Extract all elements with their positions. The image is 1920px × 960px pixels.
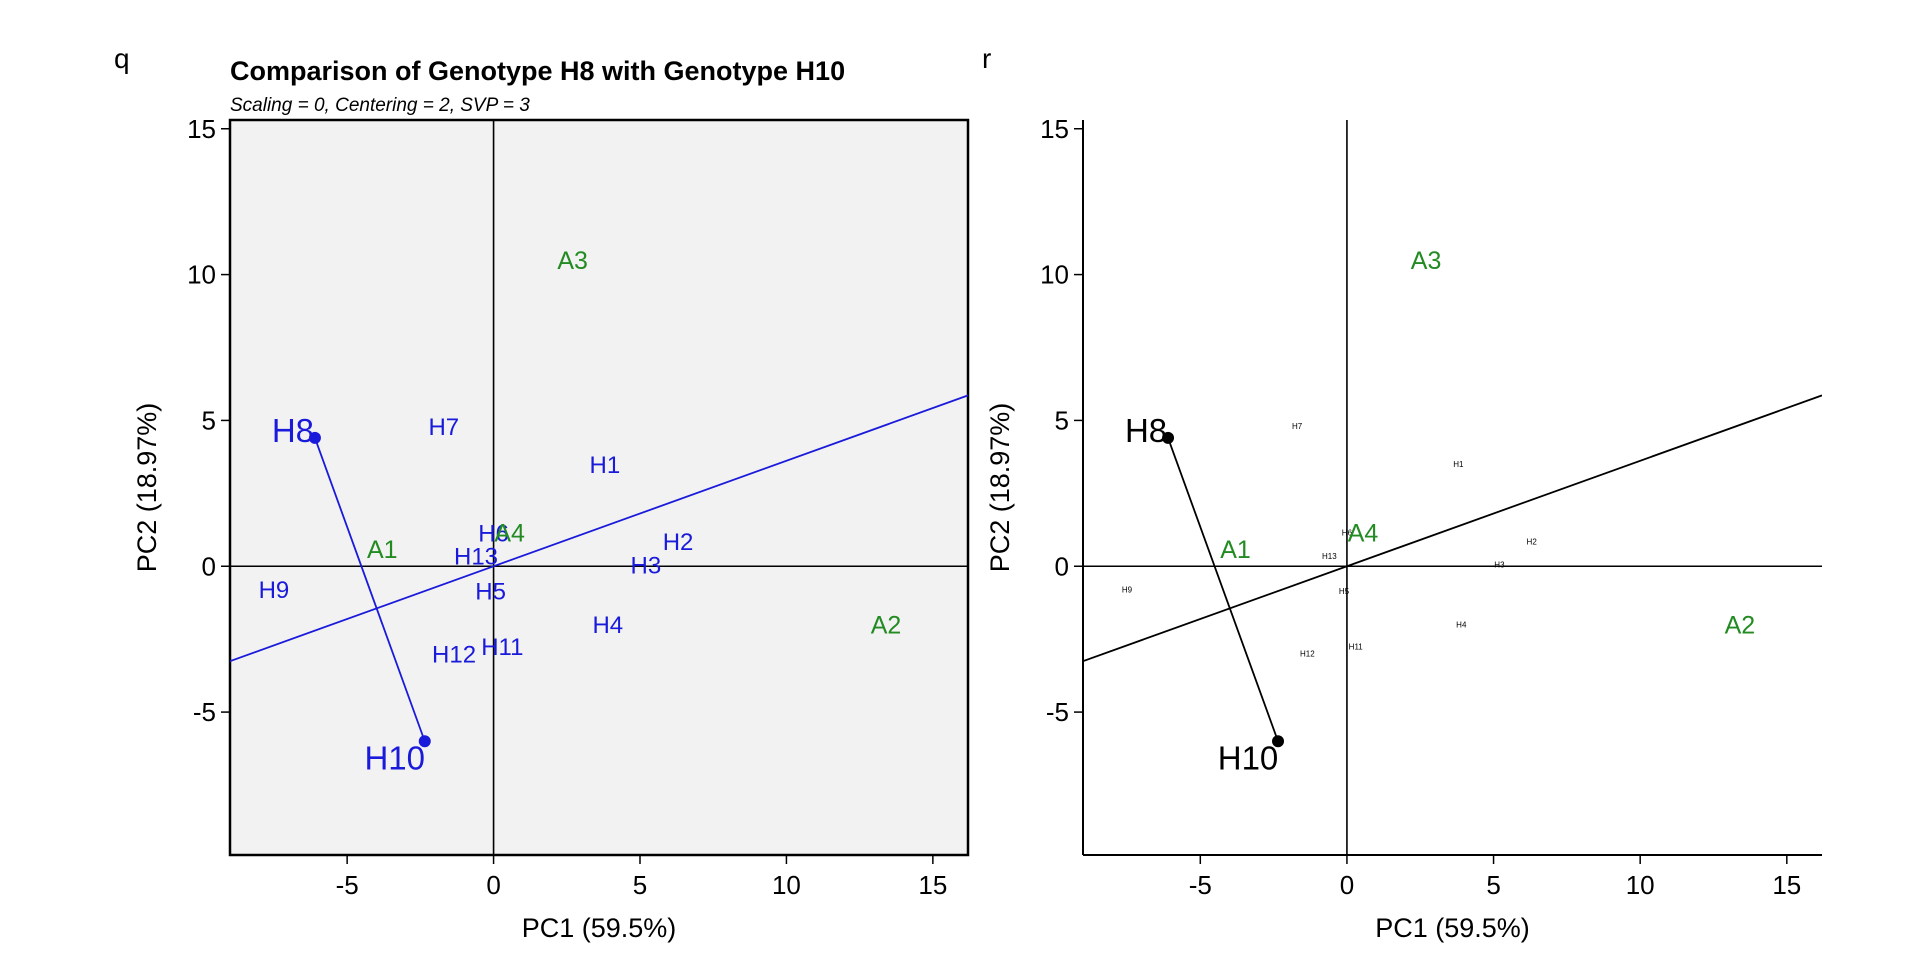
chart-subtitle: Scaling = 0, Centering = 2, SVP = 3	[230, 95, 530, 116]
genotype-label-h12: H12	[432, 641, 476, 668]
x-tick-label: -5	[1189, 870, 1212, 900]
genotype-label-h11: H11	[481, 634, 523, 661]
y-tick-label: -5	[193, 697, 216, 727]
x-tick-label: 5	[633, 870, 647, 900]
panel-letter: r	[982, 43, 991, 74]
compared-point-h10	[418, 735, 431, 748]
x-tick-label: 15	[918, 870, 947, 900]
genotype-label-h11: H11	[1349, 642, 1364, 651]
x-tick-label: 0	[1340, 870, 1354, 900]
compared-point-h10	[1272, 735, 1285, 748]
compared-label-h8: H8	[1125, 412, 1167, 449]
genotype-label-h2: H2	[1527, 537, 1538, 546]
comparison-line	[1083, 394, 1822, 663]
genotype-label-h5: H5	[1339, 587, 1350, 596]
chart-panel-r: r -5 0 5 10 15 -5 0 5 10 15 PC1 (59.5%) PC2 (18.97%)…	[982, 43, 1822, 943]
y-tick-label: 10	[1040, 260, 1069, 290]
chart-panel-q: q Comparison of Genotype H8 with Genotype…	[114, 43, 970, 943]
compared-segment	[1167, 437, 1279, 742]
environment-label-a2: A2	[871, 612, 902, 640]
genotype-label-h5: H5	[475, 579, 506, 606]
genotype-label-h6: H6	[478, 520, 509, 547]
genotype-label-h7: H7	[428, 414, 459, 441]
y-tick-label: 0	[202, 551, 216, 581]
genotype-label-h6: H6	[1342, 529, 1353, 538]
genotype-label-h12: H12	[1300, 650, 1315, 659]
y-tick-label: 5	[1055, 405, 1069, 435]
plot-content: H8 H10 H1 H2 H3 H4 H5 H6 H7 H9 H11 H12 H13 A1 A2 A3 A4	[1083, 120, 1822, 855]
genotype-label-h3: H3	[631, 552, 662, 579]
environment-label-a1: A1	[367, 536, 398, 564]
y-axis-label: PC2 (18.97%)	[132, 403, 162, 573]
environment-label-a4: A4	[494, 520, 525, 548]
x-tick-label: 5	[1486, 870, 1500, 900]
compared-segment	[314, 437, 426, 742]
environment-label-a1: A1	[1220, 536, 1251, 564]
genotype-label-h9: H9	[259, 577, 290, 604]
x-tick-label: 15	[1772, 870, 1801, 900]
compared-label-h10: H10	[364, 739, 425, 776]
y-tick-label: -5	[1046, 697, 1069, 727]
y-tick-label: 10	[187, 260, 216, 290]
y-tick-label: 15	[1040, 114, 1069, 144]
y-tick-label: 5	[202, 405, 216, 435]
genotype-label-h2: H2	[663, 529, 694, 556]
x-axis-label: PC1 (59.5%)	[522, 913, 677, 943]
y-tick-label: 15	[187, 114, 216, 144]
genotype-label-h1: H1	[590, 452, 621, 479]
compared-label-h8: H8	[272, 412, 314, 449]
genotype-label-h13: H13	[1322, 552, 1337, 561]
plot-area	[228, 118, 970, 857]
environment-label-a3: A3	[557, 247, 588, 275]
genotype-label-h4: H4	[1456, 620, 1467, 629]
y-axis-label: PC2 (18.97%)	[985, 403, 1015, 573]
genotype-label-h3: H3	[1494, 561, 1505, 570]
genotype-label-h1: H1	[1453, 460, 1464, 469]
genotype-label-h9: H9	[1122, 585, 1133, 594]
compared-label-h10: H10	[1218, 739, 1279, 776]
x-tick-label: 10	[1626, 870, 1655, 900]
panel-letter: q	[114, 43, 130, 74]
compared-point-h8	[1162, 431, 1175, 444]
x-tick-label: 0	[486, 870, 500, 900]
chart-title: Comparison of Genotype H8 with Genotype …	[230, 56, 845, 86]
environment-label-a4: A4	[1348, 520, 1379, 548]
x-tick-label: 10	[772, 870, 801, 900]
x-axis-label: PC1 (59.5%)	[1375, 913, 1530, 943]
compared-point-h8	[308, 431, 321, 444]
genotype-label-h7: H7	[1292, 422, 1303, 431]
comparison-line	[230, 394, 968, 663]
environment-label-a3: A3	[1411, 247, 1442, 275]
y-tick-label: 0	[1055, 551, 1069, 581]
genotype-label-h4: H4	[592, 612, 623, 639]
environment-label-a2: A2	[1725, 612, 1756, 640]
genotype-label-h13: H13	[454, 544, 498, 571]
x-tick-label: -5	[336, 870, 359, 900]
